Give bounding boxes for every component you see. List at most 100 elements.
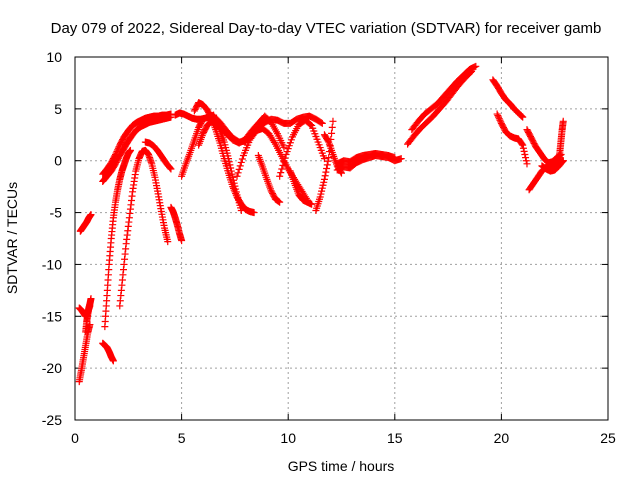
data-point (233, 172, 241, 180)
series-arc-27 (408, 62, 480, 134)
data-point (279, 161, 287, 169)
series-arc-01 (76, 211, 95, 235)
data-point (324, 137, 332, 145)
data-point (166, 163, 174, 171)
series-arc-28 (489, 76, 527, 121)
data-point (230, 179, 238, 187)
data-point (228, 170, 236, 178)
data-point (277, 169, 285, 177)
data-point (519, 141, 527, 149)
data-point (320, 178, 328, 186)
data-point (495, 113, 503, 121)
data-point (521, 150, 529, 158)
data-point (397, 155, 405, 163)
x-tick-label: 10 (280, 430, 296, 446)
y-tick-label: 0 (54, 153, 62, 169)
data-point (232, 185, 240, 193)
data-point (114, 144, 122, 152)
y-tick-label: -10 (42, 256, 62, 272)
data-point (238, 155, 246, 163)
data-point (318, 119, 326, 127)
data-point (286, 139, 294, 147)
data-point (517, 112, 525, 120)
y-axis-label: SDTVAR / TECUs (4, 182, 20, 294)
x-tick-label: 0 (71, 430, 79, 446)
data-point (227, 167, 235, 175)
data-point (322, 168, 330, 176)
data-point (287, 136, 295, 144)
data-point (328, 123, 336, 131)
data-point (167, 165, 175, 173)
data-point (87, 211, 95, 219)
series-arc-33 (555, 117, 567, 165)
data-point (278, 165, 286, 173)
data-point (229, 173, 237, 181)
data-point (284, 145, 292, 153)
series-arc-08 (99, 110, 175, 178)
data-point (112, 149, 120, 157)
data-point (493, 110, 501, 118)
series-arc-20 (276, 116, 328, 180)
data-point (317, 190, 325, 198)
data-point (115, 143, 123, 151)
data-point (324, 157, 332, 165)
data-points (75, 62, 567, 386)
data-point (320, 155, 328, 163)
data-point (328, 129, 336, 137)
series-arc-05 (99, 339, 117, 365)
y-tick-labels: -25 -20 -15 -10 -5 0 5 10 (42, 49, 62, 428)
y-tick-label: -5 (50, 205, 63, 221)
data-point (494, 112, 502, 120)
data-point (232, 188, 240, 196)
series-arc-21 (286, 167, 316, 208)
data-point (178, 237, 186, 245)
data-point (235, 165, 243, 173)
y-tick-label: -20 (42, 360, 62, 376)
data-point (282, 150, 290, 158)
data-point (523, 160, 531, 168)
data-point (237, 158, 245, 166)
data-point (164, 238, 172, 246)
data-point (316, 193, 324, 201)
data-point (472, 62, 480, 70)
series-arc-17 (210, 112, 288, 151)
data-point (318, 184, 326, 192)
data-point (225, 155, 233, 163)
data-point (226, 161, 234, 169)
series-arc-13 (178, 115, 207, 180)
x-tick-label: 15 (387, 430, 403, 446)
data-point (250, 209, 258, 217)
series-arc-25 (333, 149, 399, 168)
data-point (234, 169, 242, 177)
series-arc-19 (254, 152, 284, 206)
data-point (307, 121, 315, 129)
data-point (280, 158, 288, 166)
data-point (199, 115, 207, 123)
data-point (280, 143, 288, 151)
data-point (283, 148, 291, 156)
data-point (323, 161, 331, 169)
data-point (109, 357, 117, 365)
y-tick-label: -25 (42, 412, 62, 428)
data-point (518, 140, 526, 148)
data-point (520, 147, 528, 155)
data-point (236, 162, 244, 170)
series-arc-10 (141, 138, 175, 173)
series-arc-18 (233, 125, 311, 204)
data-point (559, 117, 567, 125)
data-point (391, 154, 399, 162)
series-arc-03 (75, 321, 94, 386)
data-point (281, 154, 289, 162)
data-point (276, 198, 284, 206)
x-axis-label: GPS time / hours (288, 458, 395, 474)
y-tick-label: 10 (46, 49, 62, 65)
series-arc-06 (101, 146, 134, 331)
data-point (229, 176, 237, 184)
data-point (496, 116, 504, 124)
data-point (317, 119, 325, 127)
plot-frame (74, 56, 609, 421)
data-point (231, 182, 239, 190)
series-arc-04 (82, 295, 95, 336)
